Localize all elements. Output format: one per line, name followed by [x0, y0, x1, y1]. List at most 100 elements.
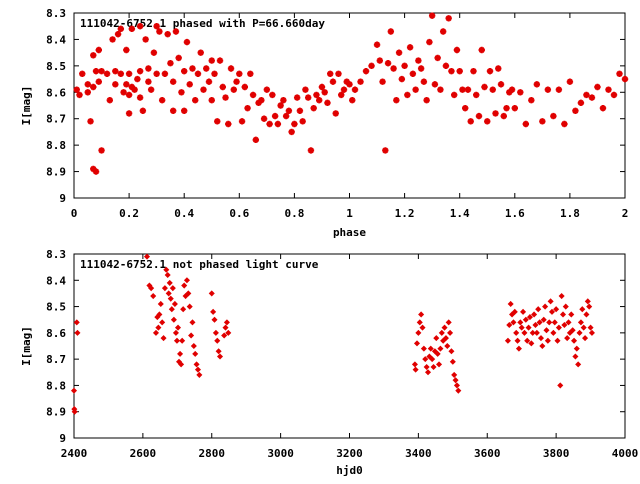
- data-point: [258, 97, 265, 104]
- data-point: [95, 78, 102, 85]
- data-point: [159, 319, 166, 326]
- data-point: [131, 86, 138, 93]
- data-point: [384, 60, 392, 67]
- data-point: [572, 107, 579, 114]
- data-point: [225, 120, 232, 128]
- data-point: [92, 168, 100, 175]
- data-point: [478, 46, 485, 54]
- data-point: [332, 110, 339, 117]
- data-point: [288, 128, 295, 136]
- data-point: [449, 358, 456, 365]
- data-point: [551, 319, 558, 326]
- data-point: [571, 337, 578, 344]
- data-point: [139, 107, 147, 114]
- data-point: [106, 97, 114, 104]
- x-tick-label: 3000: [267, 447, 294, 460]
- data-point: [621, 75, 629, 83]
- data-point: [150, 293, 157, 300]
- data-point: [178, 89, 185, 96]
- data-point: [148, 285, 155, 292]
- x-tick-label: 0: [71, 207, 78, 220]
- data-point: [510, 319, 517, 326]
- data-point: [569, 327, 576, 334]
- data-point: [424, 369, 432, 376]
- data-point: [338, 91, 345, 99]
- data-point: [125, 110, 133, 117]
- data-point: [180, 306, 187, 313]
- data-point: [340, 86, 348, 93]
- data-point: [293, 94, 301, 101]
- data-point: [186, 303, 193, 310]
- data-point: [120, 89, 127, 96]
- data-point: [269, 91, 276, 99]
- phased-plot-ylabel: I[mag]: [20, 86, 33, 126]
- data-point: [161, 285, 168, 292]
- data-point: [599, 104, 607, 112]
- data-point: [376, 57, 384, 64]
- data-point: [475, 112, 483, 120]
- data-point: [412, 86, 419, 93]
- data-point: [431, 81, 439, 88]
- data-point: [404, 91, 411, 99]
- data-point: [208, 97, 215, 104]
- data-point: [222, 324, 229, 331]
- data-point: [192, 350, 199, 357]
- data-point: [90, 165, 97, 173]
- data-point: [90, 83, 97, 91]
- data-point: [87, 118, 94, 125]
- data-point: [434, 350, 441, 357]
- data-point: [349, 97, 356, 104]
- data-point: [517, 89, 524, 96]
- data-point: [500, 112, 507, 120]
- data-point: [310, 104, 317, 112]
- data-point: [566, 78, 574, 85]
- data-point: [92, 67, 100, 75]
- data-point: [183, 277, 190, 284]
- unphased-plot-ylabel: I[mag]: [20, 326, 33, 366]
- data-point: [329, 78, 337, 85]
- data-point: [178, 361, 185, 368]
- data-point: [522, 120, 530, 128]
- data-point: [555, 86, 563, 93]
- data-point: [583, 91, 590, 99]
- data-point: [304, 94, 312, 101]
- data-point: [390, 65, 397, 72]
- data-point: [448, 348, 455, 355]
- data-point: [313, 91, 320, 99]
- data-point: [179, 337, 186, 344]
- data-point: [528, 97, 535, 104]
- data-point: [382, 147, 389, 154]
- data-point: [307, 147, 315, 154]
- data-point: [351, 86, 359, 93]
- data-point: [418, 311, 425, 318]
- data-point: [134, 75, 141, 83]
- data-point: [147, 86, 155, 93]
- data-point: [565, 319, 572, 326]
- data-point: [236, 70, 243, 77]
- x-tick-label: 0.2: [119, 207, 139, 220]
- data-point: [158, 97, 166, 104]
- data-point: [588, 329, 595, 336]
- data-point: [285, 107, 293, 114]
- data-point: [413, 340, 421, 347]
- data-point: [561, 321, 568, 328]
- data-point: [157, 300, 164, 307]
- x-tick-label: 1.8: [560, 207, 580, 220]
- data-point: [153, 23, 160, 30]
- data-point: [123, 81, 130, 88]
- y-tick-label: 8.7: [46, 353, 66, 366]
- data-point: [233, 78, 240, 85]
- data-point: [214, 337, 221, 344]
- data-point: [222, 94, 229, 101]
- y-tick-label: 8.9: [46, 406, 66, 419]
- data-point: [436, 361, 443, 368]
- data-point: [513, 329, 520, 336]
- phased-plot-xlabel: phase: [333, 226, 366, 239]
- data-point: [152, 329, 159, 336]
- y-tick-label: 8.8: [46, 379, 66, 392]
- data-point: [492, 110, 499, 117]
- data-point: [165, 290, 172, 297]
- y-tick-label: 8.3: [46, 248, 66, 261]
- data-point: [455, 387, 462, 394]
- data-point: [564, 335, 571, 342]
